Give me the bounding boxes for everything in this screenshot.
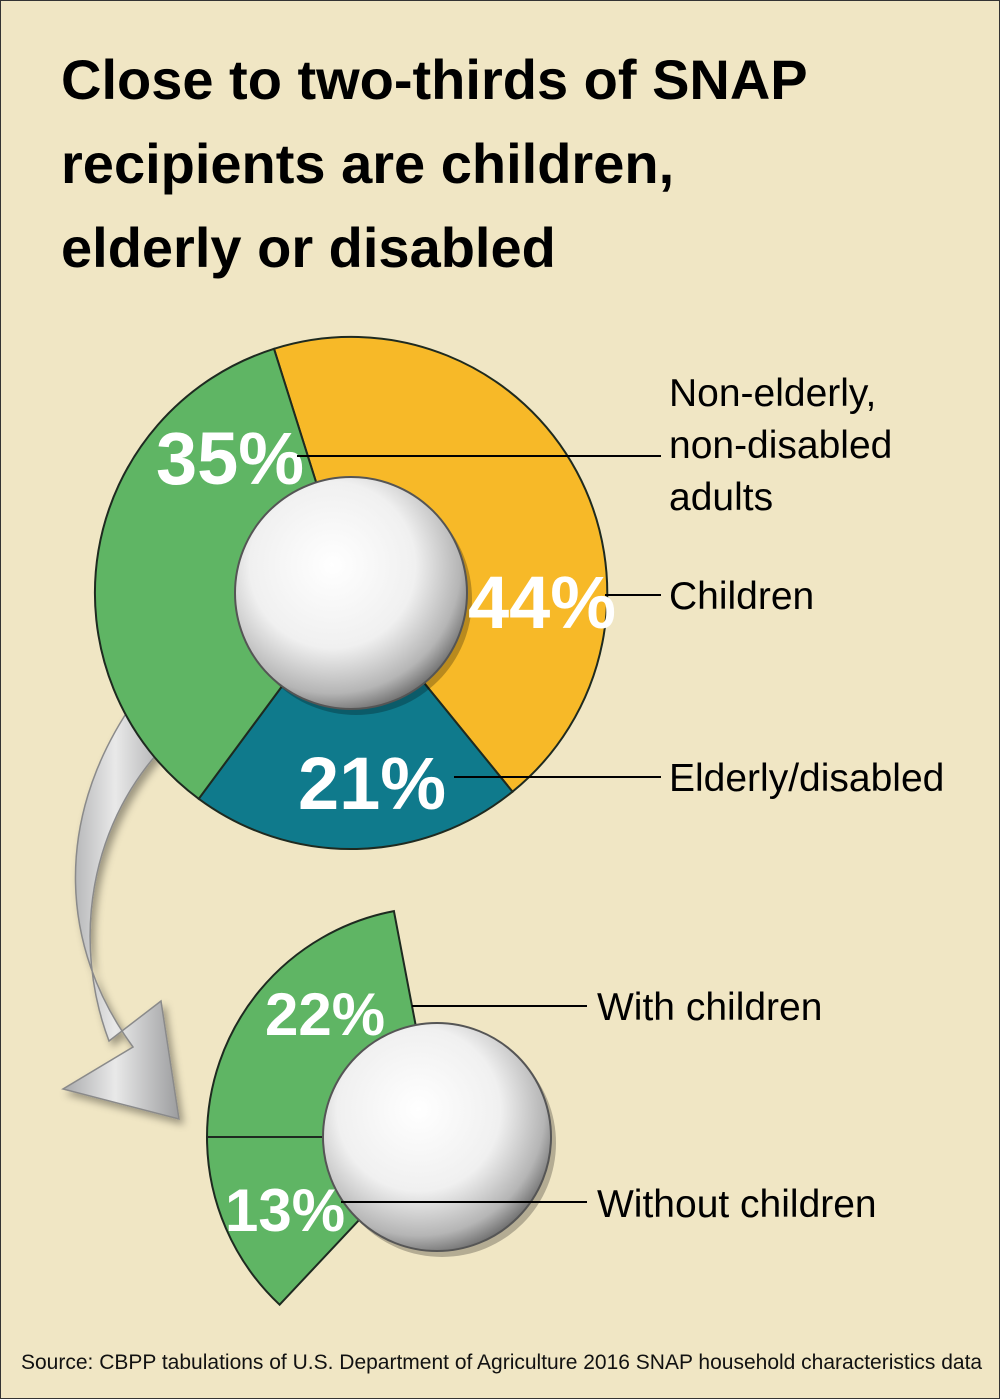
legend-with-children: With children: [597, 986, 822, 1029]
main-donut: [93, 335, 609, 850]
title-line-1: Close to two-thirds of SNAP: [61, 48, 808, 111]
value-label-adults: 35%: [156, 417, 304, 500]
slice-non-elderly-adults: [93, 347, 353, 801]
breakdown-donut: [205, 909, 556, 1307]
value-label-without-children: 13%: [225, 1177, 345, 1244]
arrow-icon: [61, 708, 180, 1121]
source-note: Source: CBPP tabulations of U.S. Departm…: [21, 1351, 982, 1374]
donut-hole: [322, 1022, 552, 1252]
legend-adults-line-1: Non-elderly,: [669, 372, 876, 415]
donut-hole: [234, 476, 468, 710]
title-line-3: elderly or disabled: [61, 216, 556, 279]
legend-children: Children: [669, 575, 814, 618]
legend-without-children: Without children: [597, 1183, 877, 1226]
value-label-elderly: 21%: [298, 742, 446, 825]
title-line-2: recipients are children,: [61, 132, 674, 195]
slice-elderly-disabled: [197, 591, 514, 850]
legend-adults-line-2: non-disabled: [669, 424, 892, 467]
value-label-children: 44%: [468, 561, 616, 644]
legend-adults-line-3: adults: [669, 476, 773, 519]
value-label-with-children: 22%: [265, 981, 385, 1048]
legend-elderly: Elderly/disabled: [669, 757, 944, 800]
